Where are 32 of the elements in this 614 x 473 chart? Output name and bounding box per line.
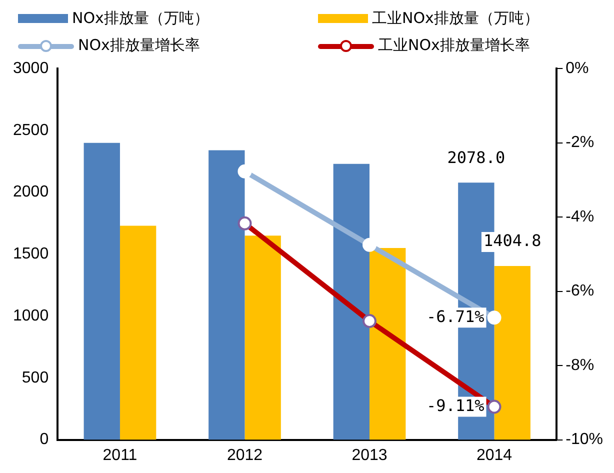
bar (370, 248, 406, 440)
legend-label: NOx排放量增长率 (78, 36, 200, 55)
y-tick-label: 2500 (13, 122, 49, 139)
y-tick-label: 500 (22, 369, 49, 386)
y-tick-label: 1000 (13, 307, 49, 324)
bar (84, 142, 120, 440)
data-label: -9.11% (426, 396, 485, 415)
data-label: -6.71% (426, 306, 485, 326)
y2-tick-label: 0% (566, 60, 589, 78)
y2-tick-label: -8% (566, 356, 594, 374)
legend-label: 工业NOx排放量增长率 (378, 36, 530, 55)
bar (120, 226, 156, 440)
y-tick-label: 0 (40, 431, 49, 448)
y2-tick-label: -6% (566, 282, 594, 300)
legend-label: NOx排放量（万吨） (72, 9, 209, 28)
y-tick-label: 3000 (13, 60, 49, 78)
bar (333, 164, 370, 440)
x-tick-label: 2014 (476, 446, 512, 464)
y-tick-label: 2000 (13, 184, 49, 201)
x-tick-label: 2013 (352, 446, 388, 464)
y-tick-label: 1500 (13, 246, 49, 263)
bar (208, 150, 245, 440)
data-label: 1404.8 (483, 231, 542, 250)
x-tick-label: 2011 (102, 446, 138, 464)
data-label: 2078.0 (447, 148, 506, 167)
bar (494, 266, 530, 440)
legend-label: 工业NOx排放量（万吨） (372, 9, 539, 28)
y2-tick-label: -10% (566, 431, 604, 448)
x-tick-label: 2012 (226, 446, 263, 464)
y2-tick-label: -2% (566, 134, 594, 152)
bar (244, 236, 281, 440)
y2-tick-label: -4% (566, 208, 594, 226)
